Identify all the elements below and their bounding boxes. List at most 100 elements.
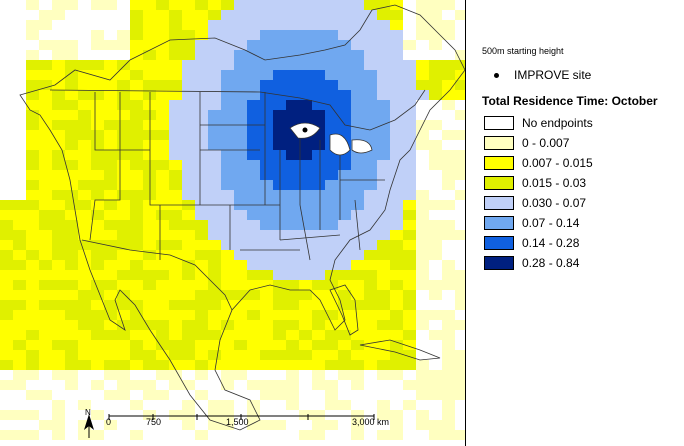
grid-cell (117, 130, 130, 140)
grid-cell (52, 10, 65, 20)
grid-cell (325, 210, 338, 220)
grid-cell (91, 140, 104, 150)
grid-cell (260, 320, 273, 330)
grid-cell (442, 340, 455, 350)
grid-cell (312, 240, 325, 250)
grid-cell (455, 300, 465, 310)
grid-cell (208, 80, 221, 90)
grid-cell (390, 50, 403, 60)
grid-cell (117, 190, 130, 200)
grid-cell (403, 40, 416, 50)
grid-cell (299, 40, 312, 50)
grid-cell (78, 140, 91, 150)
grid-cell (312, 110, 325, 120)
grid-cell (273, 80, 286, 90)
grid-cell (377, 280, 390, 290)
grid-cell (39, 420, 52, 430)
grid-cell (325, 350, 338, 360)
grid-cell (52, 320, 65, 330)
grid-cell (234, 90, 247, 100)
grid-cell (221, 330, 234, 340)
grid-cell (234, 290, 247, 300)
grid-cell (208, 40, 221, 50)
grid-cell (208, 270, 221, 280)
grid-cell (52, 130, 65, 140)
grid-cell (65, 70, 78, 80)
grid-cell (65, 50, 78, 60)
map-panel[interactable] (0, 0, 466, 446)
grid-cell (234, 0, 247, 10)
grid-cell (195, 20, 208, 30)
grid-cell (26, 240, 39, 250)
grid-cell (273, 0, 286, 10)
grid-cell (234, 350, 247, 360)
grid-cell (442, 80, 455, 90)
grid-cell (195, 350, 208, 360)
grid-cell (39, 120, 52, 130)
grid-cell (208, 100, 221, 110)
grid-cell (286, 80, 299, 90)
grid-cell (195, 270, 208, 280)
grid-cell (286, 100, 299, 110)
grid-cell (169, 110, 182, 120)
grid-cell (65, 330, 78, 340)
grid-cell (91, 190, 104, 200)
grid-cell (325, 380, 338, 390)
grid-cell (299, 10, 312, 20)
grid-cell (247, 30, 260, 40)
grid-cell (364, 320, 377, 330)
grid-cell (403, 100, 416, 110)
grid-cell (195, 310, 208, 320)
grid-cell (364, 150, 377, 160)
grid-cell (286, 380, 299, 390)
grid-cell (299, 200, 312, 210)
grid-cell (247, 310, 260, 320)
grid-cell (182, 150, 195, 160)
grid-cell (312, 360, 325, 370)
grid-cell (156, 140, 169, 150)
grid-cell (455, 80, 465, 90)
grid-cell (221, 170, 234, 180)
grid-cell (169, 300, 182, 310)
grid-cell (416, 190, 429, 200)
grid-cell (247, 270, 260, 280)
grid-cell (429, 160, 442, 170)
grid-cell (273, 180, 286, 190)
grid-cell (403, 260, 416, 270)
grid-cell (234, 140, 247, 150)
grid-cell (143, 260, 156, 270)
grid-cell (104, 350, 117, 360)
grid-cell (351, 410, 364, 420)
grid-cell (182, 330, 195, 340)
grid-cell (351, 120, 364, 130)
grid-cell (390, 200, 403, 210)
grid-cell (403, 240, 416, 250)
grid-cell (377, 240, 390, 250)
grid-cell (104, 340, 117, 350)
grid-cell (143, 40, 156, 50)
grid-cell (351, 210, 364, 220)
grid-cell (442, 380, 455, 390)
grid-cell (104, 300, 117, 310)
grid-cell (247, 170, 260, 180)
grid-cell (338, 100, 351, 110)
grid-cell (208, 290, 221, 300)
grid-cell (429, 250, 442, 260)
grid-cell (442, 280, 455, 290)
grid-cell (39, 20, 52, 30)
grid-cell (156, 70, 169, 80)
grid-cell (0, 200, 13, 210)
scale-label-3000: 3,000 km (352, 417, 390, 427)
grid-cell (247, 250, 260, 260)
grid-cell (312, 150, 325, 160)
grid-cell (156, 310, 169, 320)
legend-item: 0.007 - 0.015 (484, 156, 684, 172)
grid-cell (169, 100, 182, 110)
grid-cell (260, 70, 273, 80)
grid-cell (104, 330, 117, 340)
grid-cell (39, 320, 52, 330)
grid-cell (351, 280, 364, 290)
grid-cell (416, 10, 429, 20)
grid-cell (0, 260, 13, 270)
legend-swatch (484, 236, 514, 250)
